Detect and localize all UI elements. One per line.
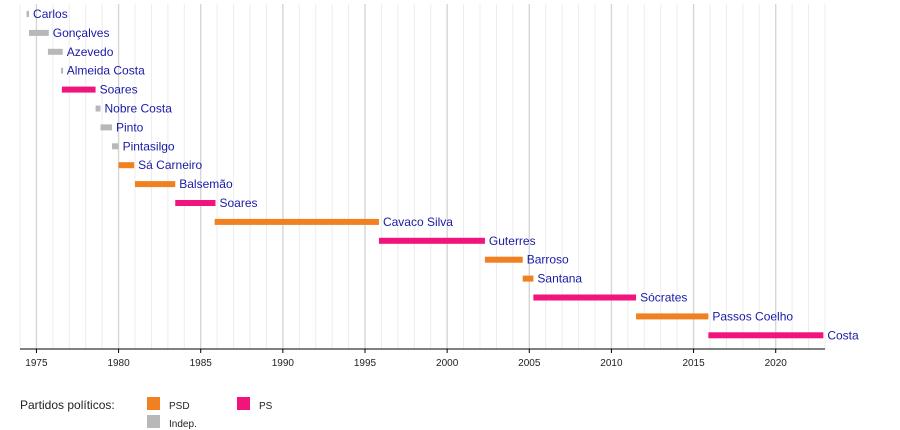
term-bar — [118, 162, 135, 169]
x-tick-label: 2010 — [600, 358, 623, 369]
term-name-label: Azevedo — [67, 45, 114, 59]
term-name-label: Gonçalves — [53, 26, 110, 40]
legend-swatch-psd — [147, 397, 160, 410]
term-name-label: Passos Coelho — [712, 309, 793, 323]
term-name-label: Balsemão — [179, 177, 233, 191]
term-bar — [708, 332, 824, 339]
term-bar — [61, 86, 96, 93]
term-bar — [95, 105, 101, 112]
term-name-label: Soares — [220, 196, 258, 210]
term-bar — [135, 181, 176, 188]
term-bar — [26, 11, 30, 17]
term-name-label: Sócrates — [640, 291, 687, 305]
grid-lines — [19, 4, 826, 349]
term-bar — [175, 200, 216, 206]
term-name-label: Santana — [537, 272, 582, 286]
legend-label-indep: Indep. — [169, 419, 197, 430]
term-name-label: Costa — [827, 328, 859, 342]
term-name-label: Pintasilgo — [123, 139, 175, 153]
term-name-label: Nobre Costa — [105, 102, 173, 116]
x-tick-label: 1975 — [25, 358, 48, 369]
term-bar — [29, 29, 49, 36]
name-labels-layer: Carlos Gonçalves Azevedo Almeida Costa Soare… — [33, 7, 859, 342]
x-axis-ticks: 1975 1980 1985 1990 1995 2000 2005 2010 2015 2020 — [25, 349, 787, 369]
legend-title: Partidos políticos: — [20, 398, 115, 412]
legend-label-psd: PSD — [169, 401, 190, 412]
term-name-label: Soares — [100, 83, 138, 97]
x-tick-label: 1995 — [354, 358, 377, 369]
term-name-label: Almeida Costa — [67, 64, 145, 78]
legend-label-ps: PS — [259, 401, 273, 412]
term-bar — [47, 48, 63, 55]
term-bar — [636, 313, 709, 320]
term-bar — [378, 237, 485, 244]
term-name-label: Guterres — [489, 234, 536, 248]
x-tick-label: 2000 — [436, 358, 459, 369]
term-bar — [112, 143, 119, 150]
term-bar — [533, 294, 637, 301]
term-name-label: Sá Carneiro — [138, 158, 202, 172]
term-name-label: Pinto — [116, 120, 144, 134]
bars-layer — [26, 11, 824, 339]
x-tick-label: 2015 — [682, 358, 705, 369]
x-tick-label: 1985 — [190, 358, 213, 369]
term-name-label: Barroso — [527, 253, 569, 267]
legend-swatch-ps — [237, 397, 250, 410]
x-tick-label: 1980 — [107, 358, 130, 369]
x-tick-label: 2020 — [765, 358, 788, 369]
x-tick-label: 2005 — [518, 358, 541, 369]
term-bar — [522, 275, 534, 282]
legend-swatch-indep — [147, 415, 160, 428]
term-name-label: Carlos — [33, 7, 68, 21]
term-name-label: Cavaco Silva — [383, 215, 453, 229]
term-bar — [61, 67, 64, 74]
term-bar — [214, 218, 379, 225]
timeline-chart: Carlos Gonçalves Azevedo Almeida Costa Soare… — [19, 4, 859, 369]
term-bar — [484, 256, 523, 263]
legend: Partidos políticos: PSD Indep. PS — [20, 395, 420, 430]
x-tick-label: 1990 — [272, 358, 295, 369]
term-bar — [100, 124, 112, 131]
